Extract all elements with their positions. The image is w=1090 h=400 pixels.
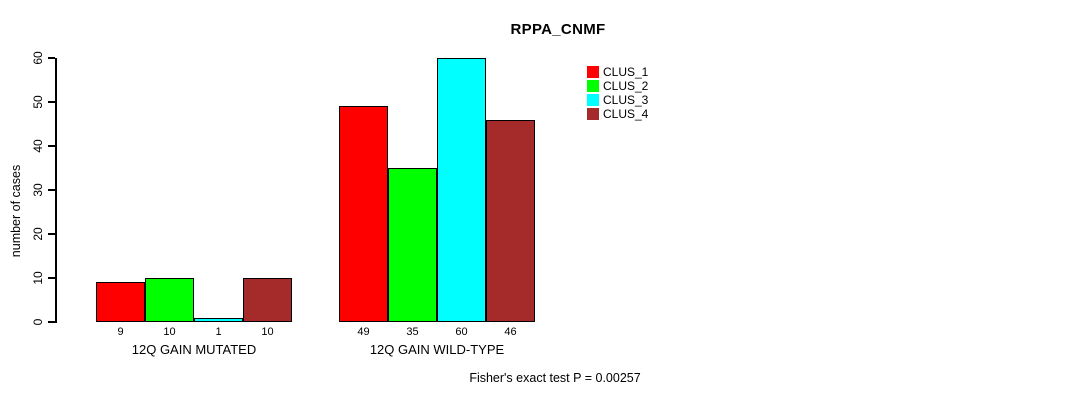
legend-swatch-clus_4 — [587, 108, 599, 120]
bar-value-label: 10 — [261, 326, 274, 338]
y-tick-mark — [48, 145, 55, 147]
y-tick-label: 40 — [31, 139, 45, 153]
bar-clus_2 — [145, 278, 194, 322]
y-tick-mark — [48, 277, 55, 279]
y-tick-mark — [48, 57, 55, 59]
y-tick-label: 10 — [31, 271, 45, 285]
y-axis-label: number of cases — [9, 164, 23, 258]
y-tick-mark — [48, 189, 55, 191]
bar-clus_4 — [486, 119, 535, 322]
bar-value-label: 1 — [215, 326, 222, 338]
y-tick-label: 30 — [31, 183, 45, 197]
legend-label-clus_3: CLUS_3 — [603, 93, 649, 107]
bar-clus_3 — [194, 317, 243, 322]
y-tick-label: 0 — [31, 318, 45, 326]
bar-value-label: 9 — [117, 326, 124, 338]
legend-swatch-clus_2 — [587, 80, 599, 92]
legend-swatch-clus_1 — [587, 66, 599, 78]
legend-swatch-clus_3 — [587, 94, 599, 106]
y-tick-label: 50 — [31, 95, 45, 109]
bar-clus_1 — [96, 282, 145, 322]
chart-title: RPPA_CNMF — [510, 21, 606, 38]
bar-value-label: 49 — [357, 326, 370, 338]
bar-clus_3 — [437, 58, 486, 322]
bar-clus_2 — [388, 168, 437, 322]
bar-value-label: 60 — [455, 326, 468, 338]
y-tick-label: 60 — [31, 51, 45, 65]
y-tick-mark — [48, 233, 55, 235]
group-label: 12Q GAIN MUTATED — [131, 342, 257, 357]
legend-label-clus_1: CLUS_1 — [603, 65, 649, 79]
y-tick-mark — [48, 101, 55, 103]
group-label: 12Q GAIN WILD-TYPE — [369, 342, 505, 357]
legend-label-clus_4: CLUS_4 — [603, 107, 649, 121]
bar-clus_4 — [243, 278, 292, 322]
legend-label-clus_2: CLUS_2 — [603, 79, 649, 93]
bar-value-label: 46 — [504, 326, 517, 338]
y-axis-line — [55, 58, 57, 323]
y-tick-label: 20 — [31, 227, 45, 241]
bar-value-label: 10 — [163, 326, 176, 338]
bar-value-label: 35 — [406, 326, 419, 338]
bar-clus_1 — [339, 106, 388, 322]
y-tick-mark — [48, 321, 55, 323]
fisher-test-annotation: Fisher's exact test P = 0.00257 — [469, 371, 641, 385]
